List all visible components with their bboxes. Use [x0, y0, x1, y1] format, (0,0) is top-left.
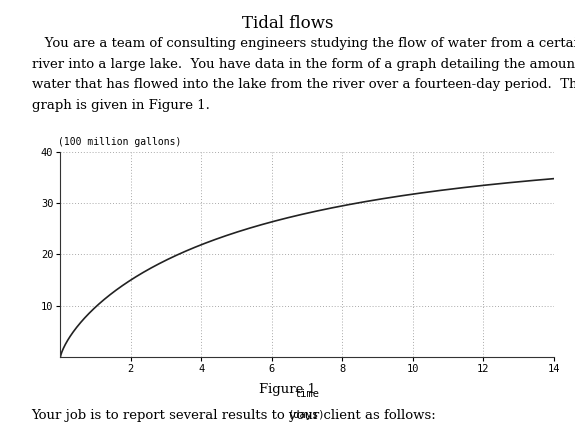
Text: (100 million gallons): (100 million gallons) [58, 137, 181, 147]
Text: Tidal flows: Tidal flows [242, 15, 334, 32]
Text: You are a team of consulting engineers studying the flow of water from a certain: You are a team of consulting engineers s… [32, 37, 575, 50]
Text: water that has flowed into the lake from the river over a fourteen-day period.  : water that has flowed into the lake from… [32, 78, 575, 91]
Text: Figure 1: Figure 1 [259, 383, 316, 396]
Text: (days): (days) [288, 410, 326, 420]
Text: Your job is to report several results to your client as follows:: Your job is to report several results to… [32, 409, 436, 422]
Text: graph is given in Figure 1.: graph is given in Figure 1. [32, 99, 209, 112]
Text: river into a large lake.  You have data in the form of a graph detailing the amo: river into a large lake. You have data i… [32, 58, 575, 71]
Text: time: time [294, 389, 320, 399]
